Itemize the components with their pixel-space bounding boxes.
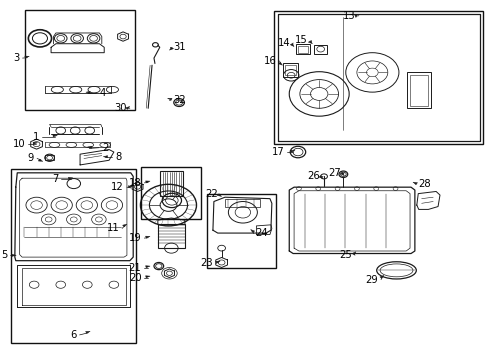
Bar (314, 45, 326, 54)
Polygon shape (308, 41, 312, 44)
Polygon shape (278, 62, 282, 65)
Text: 8: 8 (115, 152, 122, 162)
Text: 9: 9 (28, 153, 34, 163)
Bar (274, 12, 483, 144)
Polygon shape (379, 275, 383, 278)
Polygon shape (145, 266, 150, 268)
Text: 13: 13 (343, 11, 355, 21)
Polygon shape (122, 224, 127, 227)
Bar (11, 169, 135, 343)
Polygon shape (85, 331, 90, 333)
Text: 12: 12 (111, 182, 124, 192)
Polygon shape (87, 146, 92, 148)
Polygon shape (25, 56, 29, 58)
Text: 21: 21 (128, 262, 141, 273)
Bar (141, 167, 201, 220)
Polygon shape (33, 142, 38, 144)
Polygon shape (53, 135, 57, 137)
Text: 20: 20 (128, 273, 141, 283)
Text: 10: 10 (13, 139, 25, 149)
Text: 26: 26 (307, 171, 320, 181)
Text: 23: 23 (200, 258, 212, 268)
Text: 18: 18 (128, 178, 141, 188)
Text: 28: 28 (418, 179, 430, 189)
Polygon shape (103, 156, 107, 158)
Text: 3: 3 (13, 53, 20, 63)
Bar (158, 224, 184, 248)
Text: 5: 5 (1, 250, 8, 260)
Polygon shape (125, 107, 129, 109)
Text: 30: 30 (114, 103, 127, 113)
Text: 15: 15 (294, 35, 307, 45)
Polygon shape (354, 14, 357, 18)
Text: 4: 4 (99, 88, 105, 98)
Polygon shape (145, 276, 150, 278)
Polygon shape (217, 194, 221, 197)
Bar (45, 155, 54, 160)
Text: 29: 29 (365, 275, 377, 285)
Bar (407, 72, 430, 108)
Polygon shape (340, 172, 344, 176)
Polygon shape (215, 261, 220, 263)
Polygon shape (86, 91, 90, 94)
Bar (283, 63, 297, 77)
Polygon shape (318, 176, 323, 179)
Text: 22: 22 (204, 189, 217, 199)
Polygon shape (68, 177, 73, 179)
Polygon shape (290, 150, 294, 152)
Bar (25, 10, 134, 110)
Polygon shape (145, 181, 150, 183)
Polygon shape (128, 186, 132, 188)
Polygon shape (167, 98, 172, 100)
Bar (225, 199, 260, 207)
Text: 16: 16 (264, 56, 276, 66)
Polygon shape (351, 252, 355, 255)
Text: 11: 11 (106, 224, 119, 233)
Bar (297, 46, 307, 53)
Text: 19: 19 (128, 233, 141, 243)
Text: 25: 25 (339, 250, 351, 260)
Polygon shape (12, 254, 16, 256)
Polygon shape (169, 47, 173, 50)
Text: 27: 27 (328, 168, 341, 178)
Polygon shape (412, 182, 417, 185)
Bar (207, 194, 275, 268)
Text: 1: 1 (33, 132, 39, 142)
Text: 24: 24 (255, 228, 267, 238)
Text: 31: 31 (173, 42, 185, 52)
Text: 32: 32 (173, 95, 185, 105)
Text: 7: 7 (52, 174, 58, 184)
Text: 2: 2 (102, 143, 108, 153)
Bar (160, 171, 183, 197)
Text: 17: 17 (271, 147, 284, 157)
Text: 14: 14 (277, 38, 290, 48)
Polygon shape (38, 159, 43, 161)
Bar (295, 44, 309, 54)
Bar (409, 75, 427, 106)
Bar (285, 64, 295, 75)
Polygon shape (250, 229, 254, 233)
Text: 6: 6 (70, 330, 77, 340)
Polygon shape (145, 236, 150, 238)
Polygon shape (290, 44, 293, 46)
